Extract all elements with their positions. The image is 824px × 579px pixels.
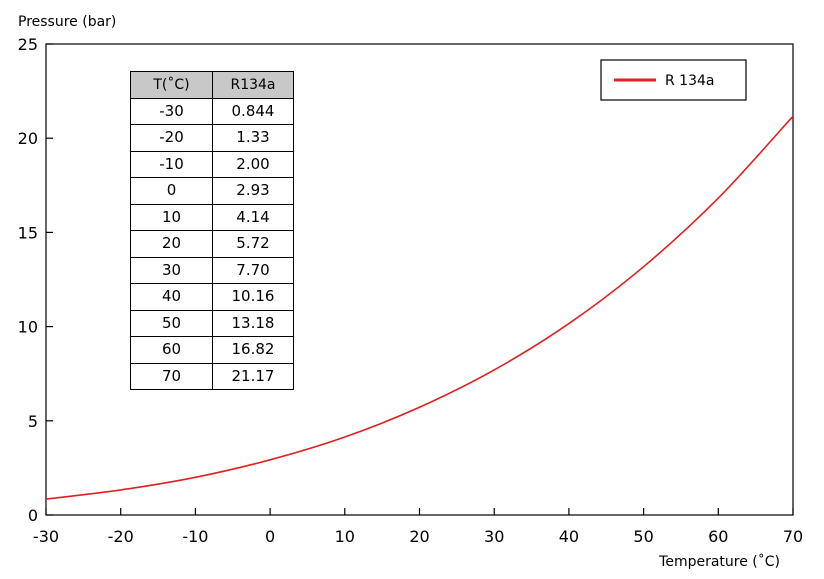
x-tick-label: -10 <box>182 527 208 546</box>
table-header-r134a: R134a <box>212 71 294 99</box>
table-cell-pressure: 16.82 <box>212 336 294 364</box>
data-table: T(˚C) R134a -30 0.844 -20 1.33 -10 2.00 0 2.93 1… <box>130 71 294 390</box>
y-tick-label: 25 <box>18 35 38 54</box>
x-tick-label: 50 <box>633 527 653 546</box>
table-header-row: T(˚C) R134a <box>130 71 294 99</box>
x-axis-title: Temperature (˚C) <box>658 553 780 570</box>
x-tick-label: 30 <box>484 527 504 546</box>
series-layer <box>45 115 794 500</box>
table-row: 70 21.17 <box>130 362 294 390</box>
x-tick-label: -30 <box>33 527 59 546</box>
table-cell-pressure: 4.14 <box>212 203 294 231</box>
table-cell-pressure: 13.18 <box>212 309 294 337</box>
table-row: -30 0.844 <box>130 97 294 125</box>
table-cell-temperature: 30 <box>130 256 213 284</box>
series-line-r134a <box>45 115 794 500</box>
y-tick-label: 5 <box>28 412 38 431</box>
table-row: -10 2.00 <box>130 150 294 178</box>
y-axis-ticks: 0 5 10 15 20 25 <box>18 35 53 525</box>
legend-label-r134a: R 134a <box>665 73 714 89</box>
x-tick-label: -20 <box>108 527 134 546</box>
table-cell-pressure: 10.16 <box>212 283 294 311</box>
table-cell-pressure: 2.00 <box>212 150 294 178</box>
x-tick-label: 20 <box>409 527 429 546</box>
y-tick-label: 10 <box>18 318 38 337</box>
table-cell-temperature: 20 <box>130 230 213 258</box>
table-cell-temperature: -30 <box>130 97 213 125</box>
table-row: -20 1.33 <box>130 124 294 152</box>
table-cell-temperature: -20 <box>130 124 213 152</box>
x-tick-label: 40 <box>559 527 579 546</box>
table-row: 0 2.93 <box>130 177 294 205</box>
table-cell-pressure: 0.844 <box>212 97 294 125</box>
table-row: 50 13.18 <box>130 309 294 337</box>
table-cell-pressure: 2.93 <box>212 177 294 205</box>
table-cell-pressure: 1.33 <box>212 124 294 152</box>
table-cell-temperature: 10 <box>130 203 213 231</box>
table-row: 40 10.16 <box>130 283 294 311</box>
table-cell-temperature: 0 <box>130 177 213 205</box>
x-tick-label: 70 <box>783 527 803 546</box>
table-row: 60 16.82 <box>130 336 294 364</box>
table-cell-temperature: -10 <box>130 150 213 178</box>
legend: R 134a <box>600 59 747 101</box>
table-cell-temperature: 70 <box>130 362 213 390</box>
table-row: 20 5.72 <box>130 230 294 258</box>
table-cell-temperature: 60 <box>130 336 213 364</box>
x-tick-label: 60 <box>708 527 728 546</box>
y-axis-title: Pressure (bar) <box>18 14 116 30</box>
table-cell-pressure: 21.17 <box>212 362 294 390</box>
table-cell-temperature: 50 <box>130 309 213 337</box>
table-cell-temperature: 40 <box>130 283 213 311</box>
table-body: -30 0.844 -20 1.33 -10 2.00 0 2.93 10 4.14 20 5.72 3… <box>130 97 294 390</box>
table-cell-pressure: 7.70 <box>212 256 294 284</box>
y-tick-label: 20 <box>18 129 38 148</box>
x-tick-label: 10 <box>335 527 355 546</box>
table-header-temperature: T(˚C) <box>130 71 213 99</box>
y-tick-label: 15 <box>18 223 38 242</box>
y-tick-label: 0 <box>28 506 38 525</box>
x-axis-ticks: -30 -20 -10 0 10 20 30 40 50 60 70 <box>33 508 803 546</box>
table-row: 10 4.14 <box>130 203 294 231</box>
table-cell-pressure: 5.72 <box>212 230 294 258</box>
table-row: 30 7.70 <box>130 256 294 284</box>
x-tick-label: 0 <box>265 527 275 546</box>
